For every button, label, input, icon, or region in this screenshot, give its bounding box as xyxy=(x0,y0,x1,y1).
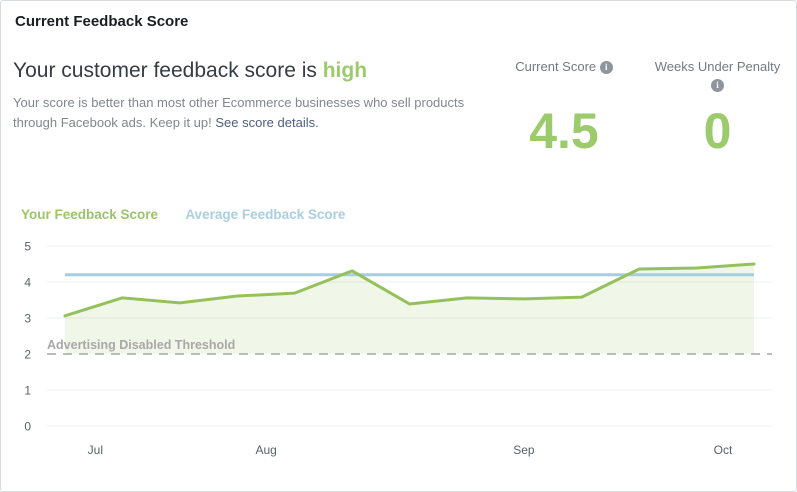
weeks-under-penalty-value: 0 xyxy=(703,103,732,159)
y-axis-tick-label: 3 xyxy=(24,312,31,326)
score-status: high xyxy=(322,59,368,82)
y-axis-tick-label: 1 xyxy=(24,384,31,398)
description-line-1: Your score is better than most other Eco… xyxy=(13,95,465,110)
weeks-info-row: i xyxy=(649,77,786,92)
y-axis-tick-label: 4 xyxy=(24,276,31,290)
see-score-details-link[interactable]: See score details. xyxy=(215,115,319,130)
y-axis-tick-label: 2 xyxy=(24,348,31,362)
weeks-under-penalty-stat: Weeks Under Penalty i 0 xyxy=(649,59,786,156)
headline-text: Your customer feedback score is xyxy=(13,59,323,82)
card-title: Current Feedback Score xyxy=(15,13,189,30)
y-axis-tick-label: 5 xyxy=(24,240,31,254)
x-axis-tick-label: Oct xyxy=(714,443,733,457)
x-axis-tick-label: Sep xyxy=(513,443,535,457)
current-score-label-row: Current Score i xyxy=(484,59,644,74)
score-area-fill xyxy=(65,264,754,354)
description-line-2: through Facebook ads. Keep it up! See sc… xyxy=(13,115,319,130)
y-axis-tick-label: 0 xyxy=(24,420,31,434)
x-axis-tick-label: Aug xyxy=(256,443,277,457)
threshold-label: Advertising Disabled Threshold xyxy=(47,338,235,352)
weeks-under-penalty-label: Weeks Under Penalty xyxy=(654,59,781,74)
x-axis-tick-label: Jul xyxy=(88,443,103,457)
current-score-value: 4.5 xyxy=(529,103,599,159)
headline: Your customer feedback score is high xyxy=(13,59,367,83)
current-score-stat: Current Score i 4.5 xyxy=(484,59,644,156)
description: Your score is better than most other Eco… xyxy=(13,93,464,133)
chart-legend: Your Feedback Score Average Feedback Sco… xyxy=(21,207,345,222)
legend-average-feedback-score[interactable]: Average Feedback Score xyxy=(185,207,346,222)
info-icon[interactable]: i xyxy=(711,79,724,92)
your-score-line xyxy=(63,262,756,318)
feedback-score-chart: 0 1 2 3 4 5 Advertising Disabled Threshold Jul A… xyxy=(24,240,772,457)
legend-your-feedback-score[interactable]: Your Feedback Score xyxy=(21,207,159,222)
info-icon[interactable]: i xyxy=(599,61,613,74)
current-score-label: Current Score xyxy=(515,59,597,74)
